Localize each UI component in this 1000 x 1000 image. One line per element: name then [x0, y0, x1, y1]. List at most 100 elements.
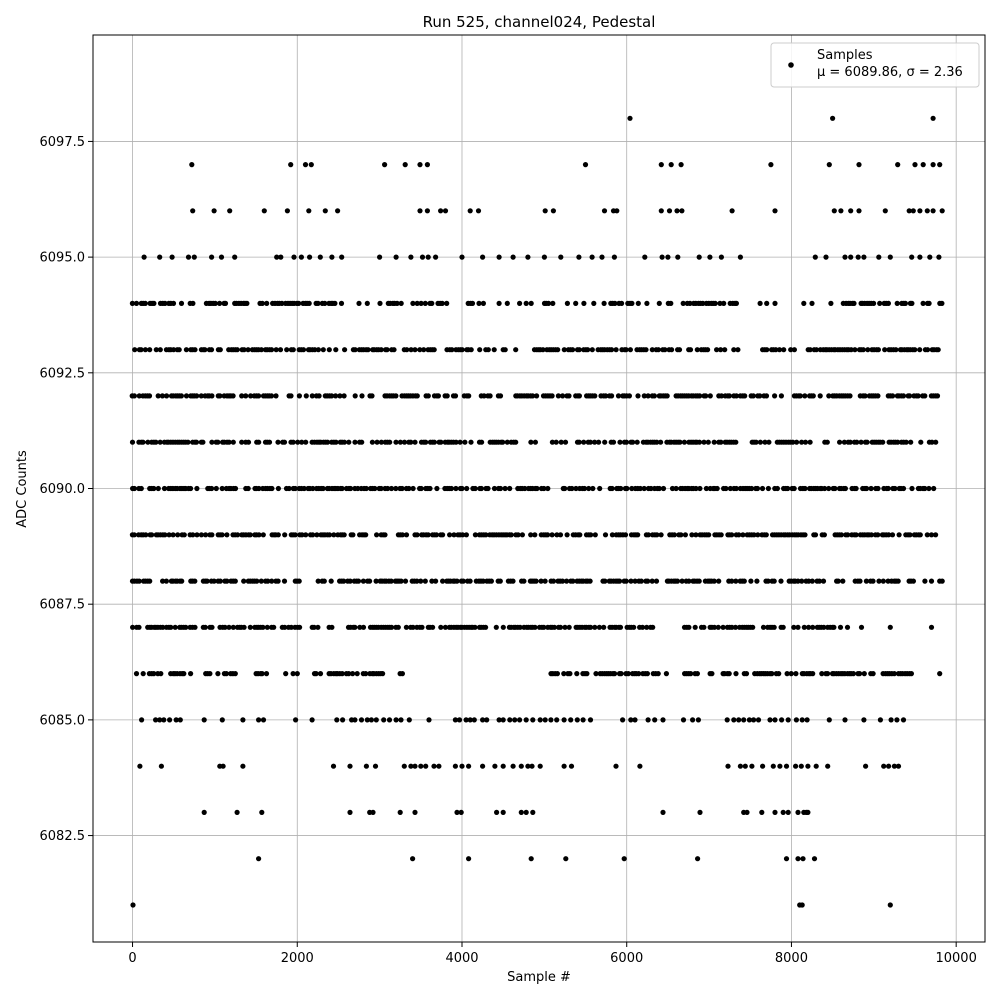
data-point	[569, 485, 575, 492]
data-point	[303, 393, 309, 399]
data-point	[395, 624, 401, 630]
data-point	[410, 856, 416, 862]
data-point	[425, 393, 431, 399]
data-point	[592, 393, 598, 399]
data-point	[245, 485, 251, 492]
data-point	[864, 439, 870, 445]
data-point	[414, 393, 420, 399]
data-point	[377, 254, 383, 260]
data-point	[617, 624, 624, 630]
data-point	[806, 578, 812, 584]
data-point	[687, 347, 694, 353]
data-point	[917, 347, 923, 353]
data-point	[910, 208, 916, 214]
data-point	[562, 485, 568, 492]
data-point	[468, 347, 474, 353]
data-point	[820, 578, 827, 584]
data-point	[475, 208, 482, 214]
data-point	[754, 578, 760, 584]
data-point	[529, 763, 535, 769]
data-point	[848, 208, 854, 214]
data-point	[656, 485, 662, 492]
data-point	[649, 578, 655, 584]
data-point	[681, 439, 688, 445]
data-point	[496, 254, 502, 260]
data-point	[835, 578, 841, 584]
data-point	[282, 624, 288, 630]
data-point	[674, 578, 681, 584]
data-point	[523, 809, 529, 816]
data-point	[296, 300, 302, 306]
data-point	[209, 254, 215, 260]
data-point	[203, 532, 209, 538]
data-point	[858, 439, 864, 445]
data-point	[504, 439, 510, 445]
data-point	[310, 485, 316, 492]
data-point	[861, 254, 867, 260]
data-point	[281, 439, 288, 445]
data-point	[288, 162, 294, 168]
data-point	[545, 532, 551, 538]
data-point	[510, 578, 516, 584]
data-point	[900, 393, 907, 399]
data-point	[929, 439, 935, 445]
data-point	[412, 439, 418, 445]
data-point	[806, 624, 812, 630]
data-point	[939, 208, 945, 214]
data-point	[682, 532, 689, 538]
data-point	[363, 763, 369, 769]
data-point	[479, 439, 485, 445]
data-point	[460, 532, 466, 538]
data-point	[398, 300, 404, 306]
data-point	[570, 347, 576, 353]
data-point	[909, 254, 915, 260]
data-point	[851, 300, 857, 306]
data-point	[130, 624, 136, 630]
data-point	[574, 671, 580, 677]
data-point	[592, 532, 598, 538]
data-point	[408, 347, 414, 353]
data-point	[419, 254, 426, 260]
data-point	[802, 485, 808, 492]
data-point	[781, 347, 787, 353]
data-point	[590, 485, 596, 492]
data-point	[522, 485, 528, 492]
data-point	[487, 393, 493, 399]
data-point	[317, 671, 324, 677]
data-point	[423, 439, 429, 445]
data-point	[744, 809, 750, 816]
data-point	[886, 763, 892, 769]
data-point	[132, 347, 138, 353]
data-point	[848, 347, 854, 353]
data-point	[863, 578, 870, 584]
data-point	[908, 439, 914, 445]
data-point	[882, 347, 888, 353]
data-point	[452, 393, 459, 399]
data-point	[561, 671, 567, 677]
data-point	[838, 532, 845, 538]
data-point	[574, 717, 580, 723]
data-point	[821, 532, 828, 538]
data-point	[733, 439, 739, 445]
data-point	[350, 532, 356, 538]
data-point	[436, 763, 442, 769]
data-point	[234, 809, 240, 816]
data-point	[347, 578, 353, 584]
data-point	[741, 578, 747, 584]
legend-box	[770, 42, 980, 88]
data-point	[517, 717, 523, 723]
data-point	[500, 809, 506, 816]
data-point	[542, 208, 548, 214]
data-point	[841, 439, 848, 445]
data-point	[880, 439, 886, 445]
data-point	[560, 393, 566, 399]
data-point	[338, 300, 345, 306]
data-point	[459, 254, 465, 260]
data-point	[402, 578, 409, 584]
data-point	[584, 671, 590, 677]
data-point	[185, 439, 191, 445]
data-point	[912, 162, 918, 168]
data-point	[373, 578, 379, 584]
data-point	[652, 717, 658, 723]
data-point	[433, 532, 440, 538]
